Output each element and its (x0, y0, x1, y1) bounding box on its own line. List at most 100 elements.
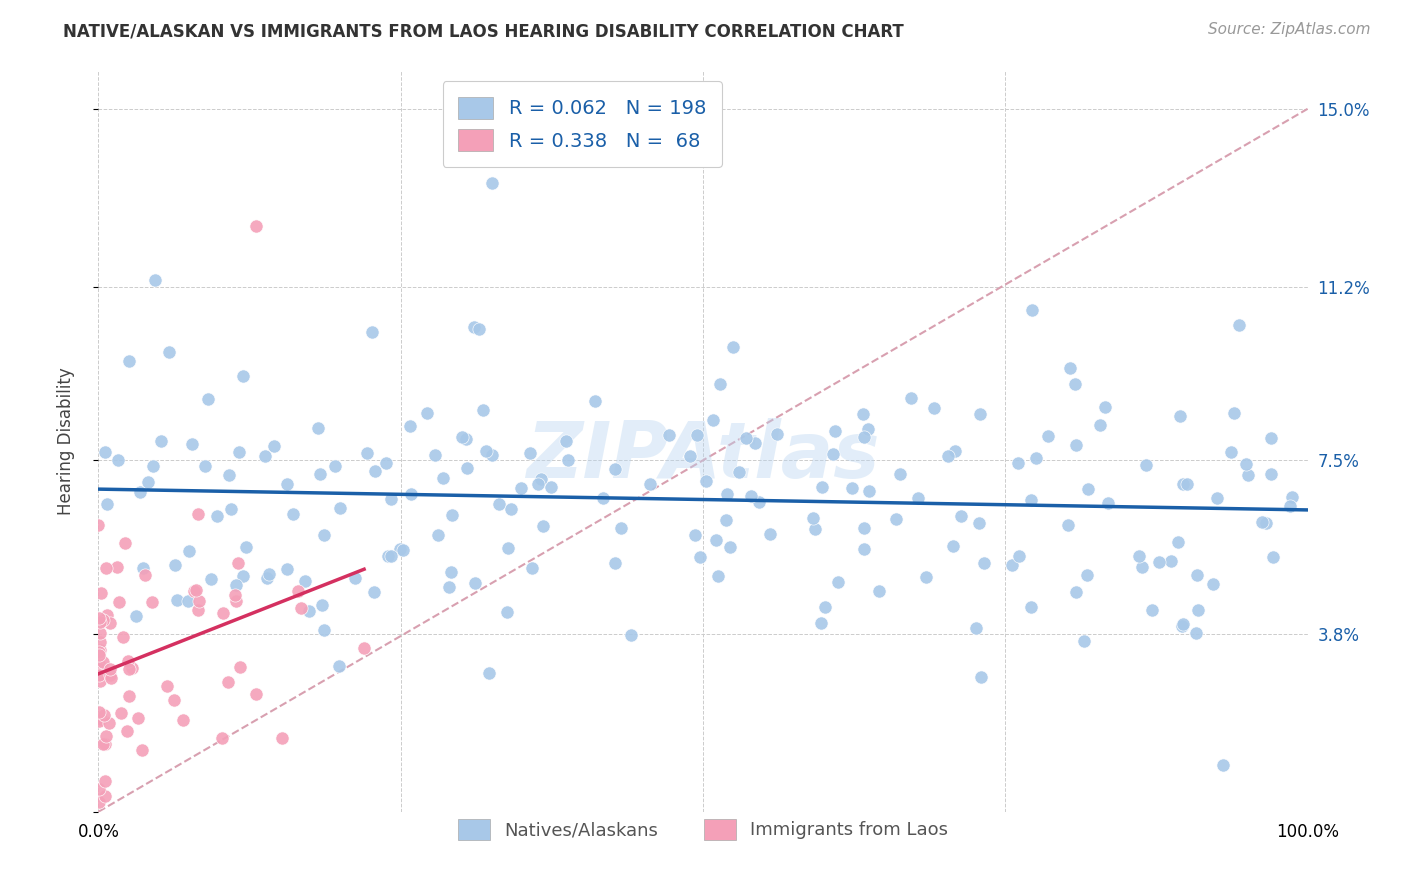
Point (121, 661, 143, 675)
Point (1185, 567, 1208, 582)
Point (329, 500, 352, 515)
Point (1021, 303, 1043, 318)
Point (294, 574, 316, 589)
Point (1234, 457, 1257, 471)
Point (118, 689, 141, 703)
Point (540, 480, 562, 494)
Point (290, 600, 312, 615)
Point (1094, 401, 1116, 415)
Point (380, 549, 402, 564)
Point (1227, 318, 1250, 332)
Point (720, 540, 742, 554)
Point (94, 738, 117, 752)
Point (98, 668, 121, 682)
Point (1281, 491, 1303, 505)
Point (967, 516, 990, 530)
Point (557, 452, 579, 467)
Point (245, 219, 267, 233)
Point (758, 527, 780, 541)
Point (136, 475, 159, 490)
Point (364, 464, 387, 478)
Point (392, 543, 415, 558)
Point (748, 495, 770, 509)
Point (603, 461, 626, 475)
Point (91, 737, 114, 751)
Point (801, 510, 824, 524)
Point (87, 517, 110, 532)
Point (811, 480, 834, 494)
Point (478, 665, 501, 680)
Point (695, 474, 717, 488)
Point (131, 743, 153, 757)
Point (218, 468, 240, 483)
Point (679, 449, 702, 463)
Point (1263, 549, 1285, 564)
Point (1160, 554, 1182, 568)
Point (309, 467, 332, 482)
Point (427, 528, 450, 542)
Point (172, 713, 194, 727)
Point (96, 561, 118, 575)
Point (107, 594, 129, 608)
Point (1130, 559, 1153, 574)
Point (89, 781, 111, 796)
Point (1167, 535, 1189, 549)
Point (232, 368, 254, 383)
Point (451, 430, 474, 444)
Point (100, 671, 122, 685)
Point (914, 570, 936, 584)
Point (90, 586, 112, 600)
Point (620, 628, 643, 642)
Point (166, 593, 188, 607)
Point (232, 569, 254, 583)
Point (211, 731, 233, 746)
Text: Source: ZipAtlas.com: Source: ZipAtlas.com (1208, 22, 1371, 37)
Point (1025, 451, 1047, 466)
Point (89, 645, 111, 659)
Point (432, 471, 454, 485)
Point (276, 562, 298, 576)
Point (177, 543, 200, 558)
Point (89, 615, 111, 629)
Point (114, 536, 136, 550)
Point (463, 320, 485, 334)
Point (118, 354, 141, 368)
Point (810, 615, 832, 630)
Point (1097, 496, 1119, 510)
Legend: Natives/Alaskans, Immigrants from Laos: Natives/Alaskans, Immigrants from Laos (450, 812, 956, 847)
Point (93, 655, 115, 669)
Point (110, 706, 132, 720)
Point (1140, 603, 1163, 617)
Point (605, 556, 627, 570)
Point (228, 445, 250, 459)
Point (509, 482, 531, 496)
Point (814, 600, 837, 615)
Point (1251, 515, 1274, 529)
Text: NATIVE/ALASKAN VS IMMIGRANTS FROM LAOS HEARING DISABILITY CORRELATION CHART: NATIVE/ALASKAN VS IMMIGRANTS FROM LAOS H… (63, 22, 904, 40)
Point (716, 487, 738, 501)
Point (187, 594, 209, 608)
Point (1057, 518, 1080, 533)
Point (1036, 428, 1059, 442)
Point (307, 421, 329, 435)
Point (263, 439, 285, 453)
Point (1223, 406, 1246, 420)
Point (312, 623, 335, 637)
Point (224, 588, 246, 602)
Point (87, 795, 110, 809)
Point (149, 434, 172, 449)
Point (143, 273, 166, 287)
Point (89, 674, 111, 689)
Point (481, 448, 503, 462)
Point (134, 567, 156, 582)
Point (907, 491, 929, 505)
Point (87, 705, 110, 719)
Point (555, 434, 578, 448)
Point (886, 511, 908, 525)
Point (225, 578, 247, 592)
Point (96, 608, 118, 623)
Point (229, 660, 252, 674)
Point (949, 508, 972, 523)
Point (312, 528, 335, 542)
Point (276, 477, 298, 491)
